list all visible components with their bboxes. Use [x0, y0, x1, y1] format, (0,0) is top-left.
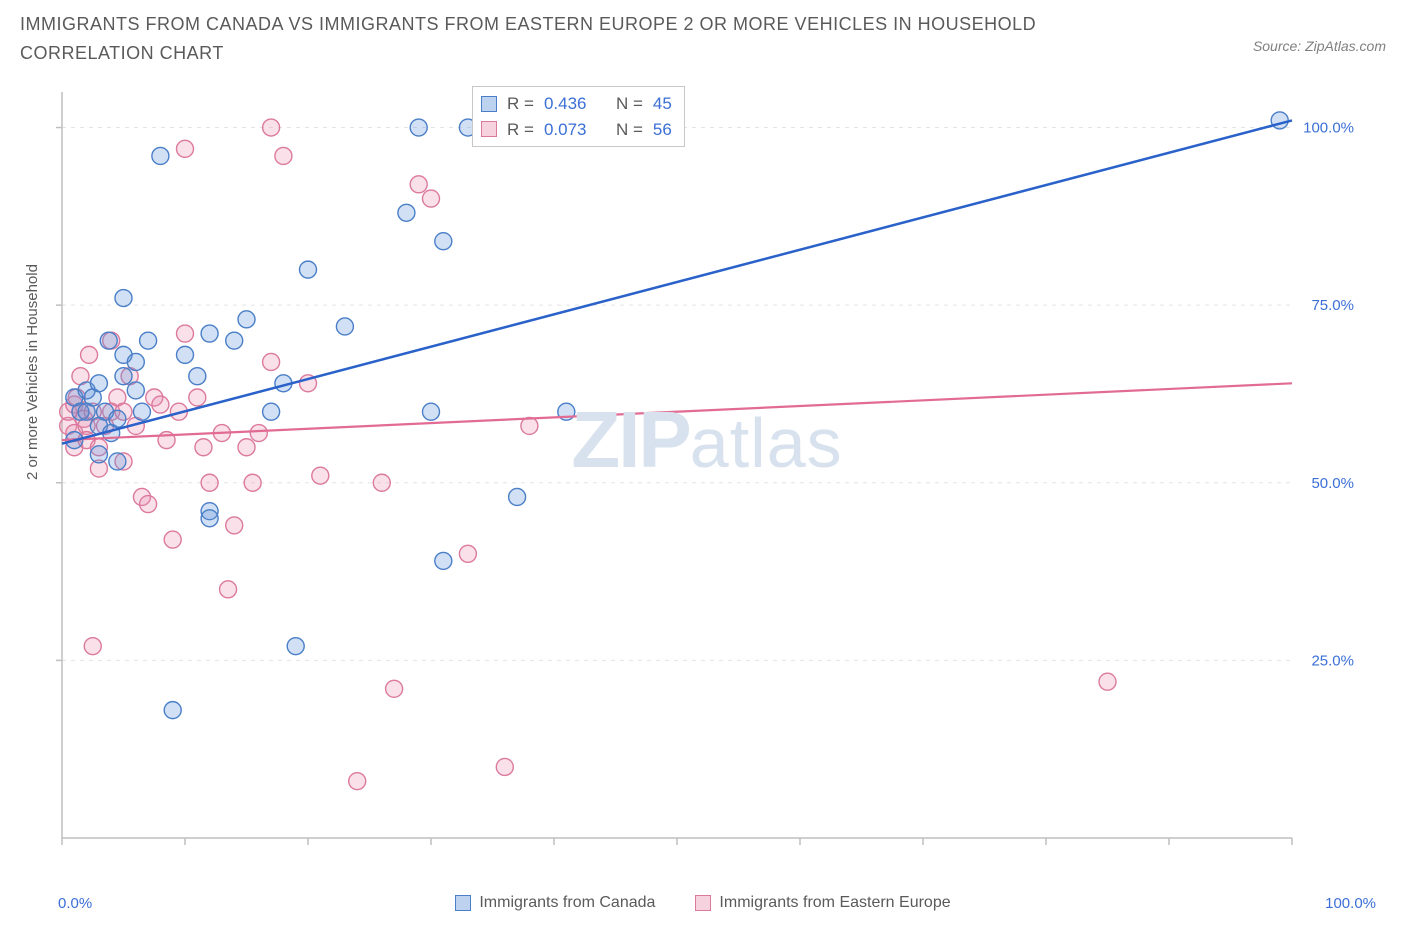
legend-label-canada: Immigrants from Canada	[479, 894, 655, 912]
swatch-eeurope-icon	[481, 121, 497, 137]
series-legend: Immigrants from Canada Immigrants from E…	[0, 894, 1406, 912]
svg-text:75.0%: 75.0%	[1311, 297, 1354, 314]
x-axis-max-label: 100.0%	[1325, 895, 1376, 912]
swatch-canada-icon	[481, 96, 497, 112]
correlation-legend: R = 0.436 N = 45 R = 0.073 N = 56	[472, 86, 685, 147]
source-label: Source: ZipAtlas.com	[1253, 38, 1386, 54]
legend-swatch-canada-icon	[455, 895, 471, 911]
legend-swatch-eeurope-icon	[695, 895, 711, 911]
svg-text:50.0%: 50.0%	[1311, 475, 1354, 492]
svg-text:25.0%: 25.0%	[1311, 652, 1354, 669]
scatter-plot: 25.0%50.0%75.0%100.0% ZIPatlas R = 0.436…	[52, 86, 1362, 856]
y-axis-label: 2 or more Vehicles in Household	[24, 264, 41, 480]
svg-text:100.0%: 100.0%	[1303, 120, 1354, 137]
legend-label-eeurope: Immigrants from Eastern Europe	[719, 894, 950, 912]
chart-title: IMMIGRANTS FROM CANADA VS IMMIGRANTS FRO…	[20, 10, 1140, 68]
